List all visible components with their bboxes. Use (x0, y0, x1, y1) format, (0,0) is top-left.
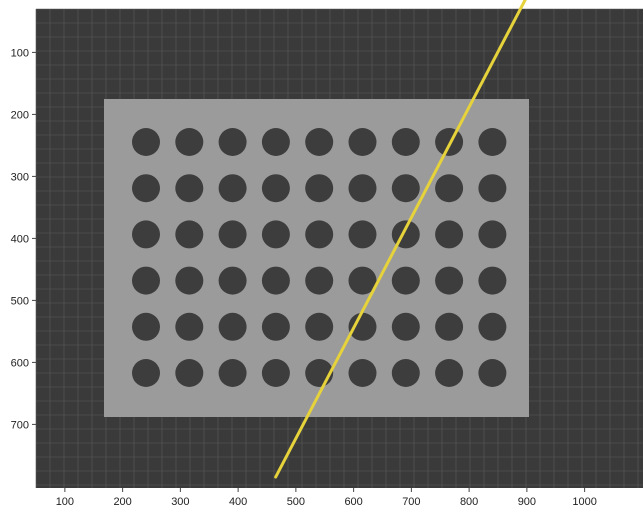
calibration-dot (391, 266, 420, 295)
calibration-dot (435, 359, 464, 387)
calibration-dot (175, 266, 204, 295)
x-tick-label: 700 (402, 496, 420, 508)
image-area[interactable] (35, 0, 643, 488)
calibration-dot (305, 128, 334, 156)
calibration-dot (435, 312, 464, 341)
calibration-dot (435, 266, 464, 295)
x-tick-label: 300 (171, 496, 189, 508)
calibration-dot (261, 266, 290, 295)
x-tick-label: 800 (460, 496, 478, 508)
calibration-dot (348, 174, 377, 203)
calibration-dot (218, 312, 247, 341)
y-tick-label: 500 (11, 295, 29, 307)
calibration-dot (435, 220, 464, 249)
calibration-dot (305, 174, 334, 203)
circle-grid (132, 128, 507, 387)
calibration-dot (348, 128, 377, 156)
calibration-dot (478, 312, 507, 341)
calibration-dot (391, 359, 420, 387)
calibration-dot (478, 220, 507, 249)
calibration-dot (132, 174, 160, 203)
calibration-dot (218, 266, 247, 295)
calibration-dot (478, 174, 507, 203)
y-tick-label: 100 (11, 47, 29, 59)
calibration-dot (132, 266, 160, 295)
x-tick-label: 900 (518, 496, 536, 508)
calibration-dot (348, 312, 377, 341)
calibration-dot (391, 128, 420, 156)
calibration-dot (435, 128, 464, 156)
calibration-dot (391, 174, 420, 203)
calibration-dot (391, 312, 420, 341)
calibration-dot (348, 359, 377, 387)
x-axis-ticks: 100 200 300 400 500 600 700 800 900 1000 (56, 488, 597, 508)
x-tick-label: 400 (229, 496, 247, 508)
calibration-dot (132, 128, 160, 156)
calibration-dot (261, 128, 290, 156)
x-tick-label: 600 (344, 496, 362, 508)
x-tick-label: 100 (56, 496, 74, 508)
calibration-dot (478, 128, 507, 156)
calibration-dot (261, 220, 290, 249)
x-tick-label: 500 (287, 496, 305, 508)
calibration-dot (175, 359, 204, 387)
calibration-dot (218, 220, 247, 249)
calibration-dot (175, 174, 204, 203)
calibration-dot (261, 312, 290, 341)
y-tick-label: 700 (11, 419, 29, 431)
calibration-dot (218, 174, 247, 203)
x-tick-label: 1000 (572, 496, 596, 508)
calibration-dot (175, 220, 204, 249)
y-tick-label: 200 (11, 109, 29, 121)
calibration-dot (305, 220, 334, 249)
y-axis-ticks: 100 200 300 400 500 600 700 (11, 47, 36, 431)
calibration-dot (132, 220, 160, 249)
overlay-line[interactable] (274, 0, 527, 479)
calibration-dot (305, 312, 334, 341)
calibration-dot (261, 359, 290, 387)
calibration-dot (175, 128, 204, 156)
calibration-dot (435, 174, 464, 203)
x-tick-label: 200 (113, 496, 131, 508)
calibration-dot (132, 312, 160, 341)
calibration-dot (261, 174, 290, 203)
calibration-dot (175, 312, 204, 341)
y-tick-label: 600 (11, 357, 29, 369)
calibration-dot (132, 359, 160, 387)
calibration-dot (348, 266, 377, 295)
calibration-dot (348, 220, 377, 249)
y-tick-label: 300 (11, 171, 29, 183)
y-tick-label: 400 (11, 233, 29, 245)
calibration-dot (305, 266, 334, 295)
calibration-dot (478, 359, 507, 387)
calibration-dot (218, 359, 247, 387)
calibration-dot (218, 128, 247, 156)
calibration-dot (478, 266, 507, 295)
